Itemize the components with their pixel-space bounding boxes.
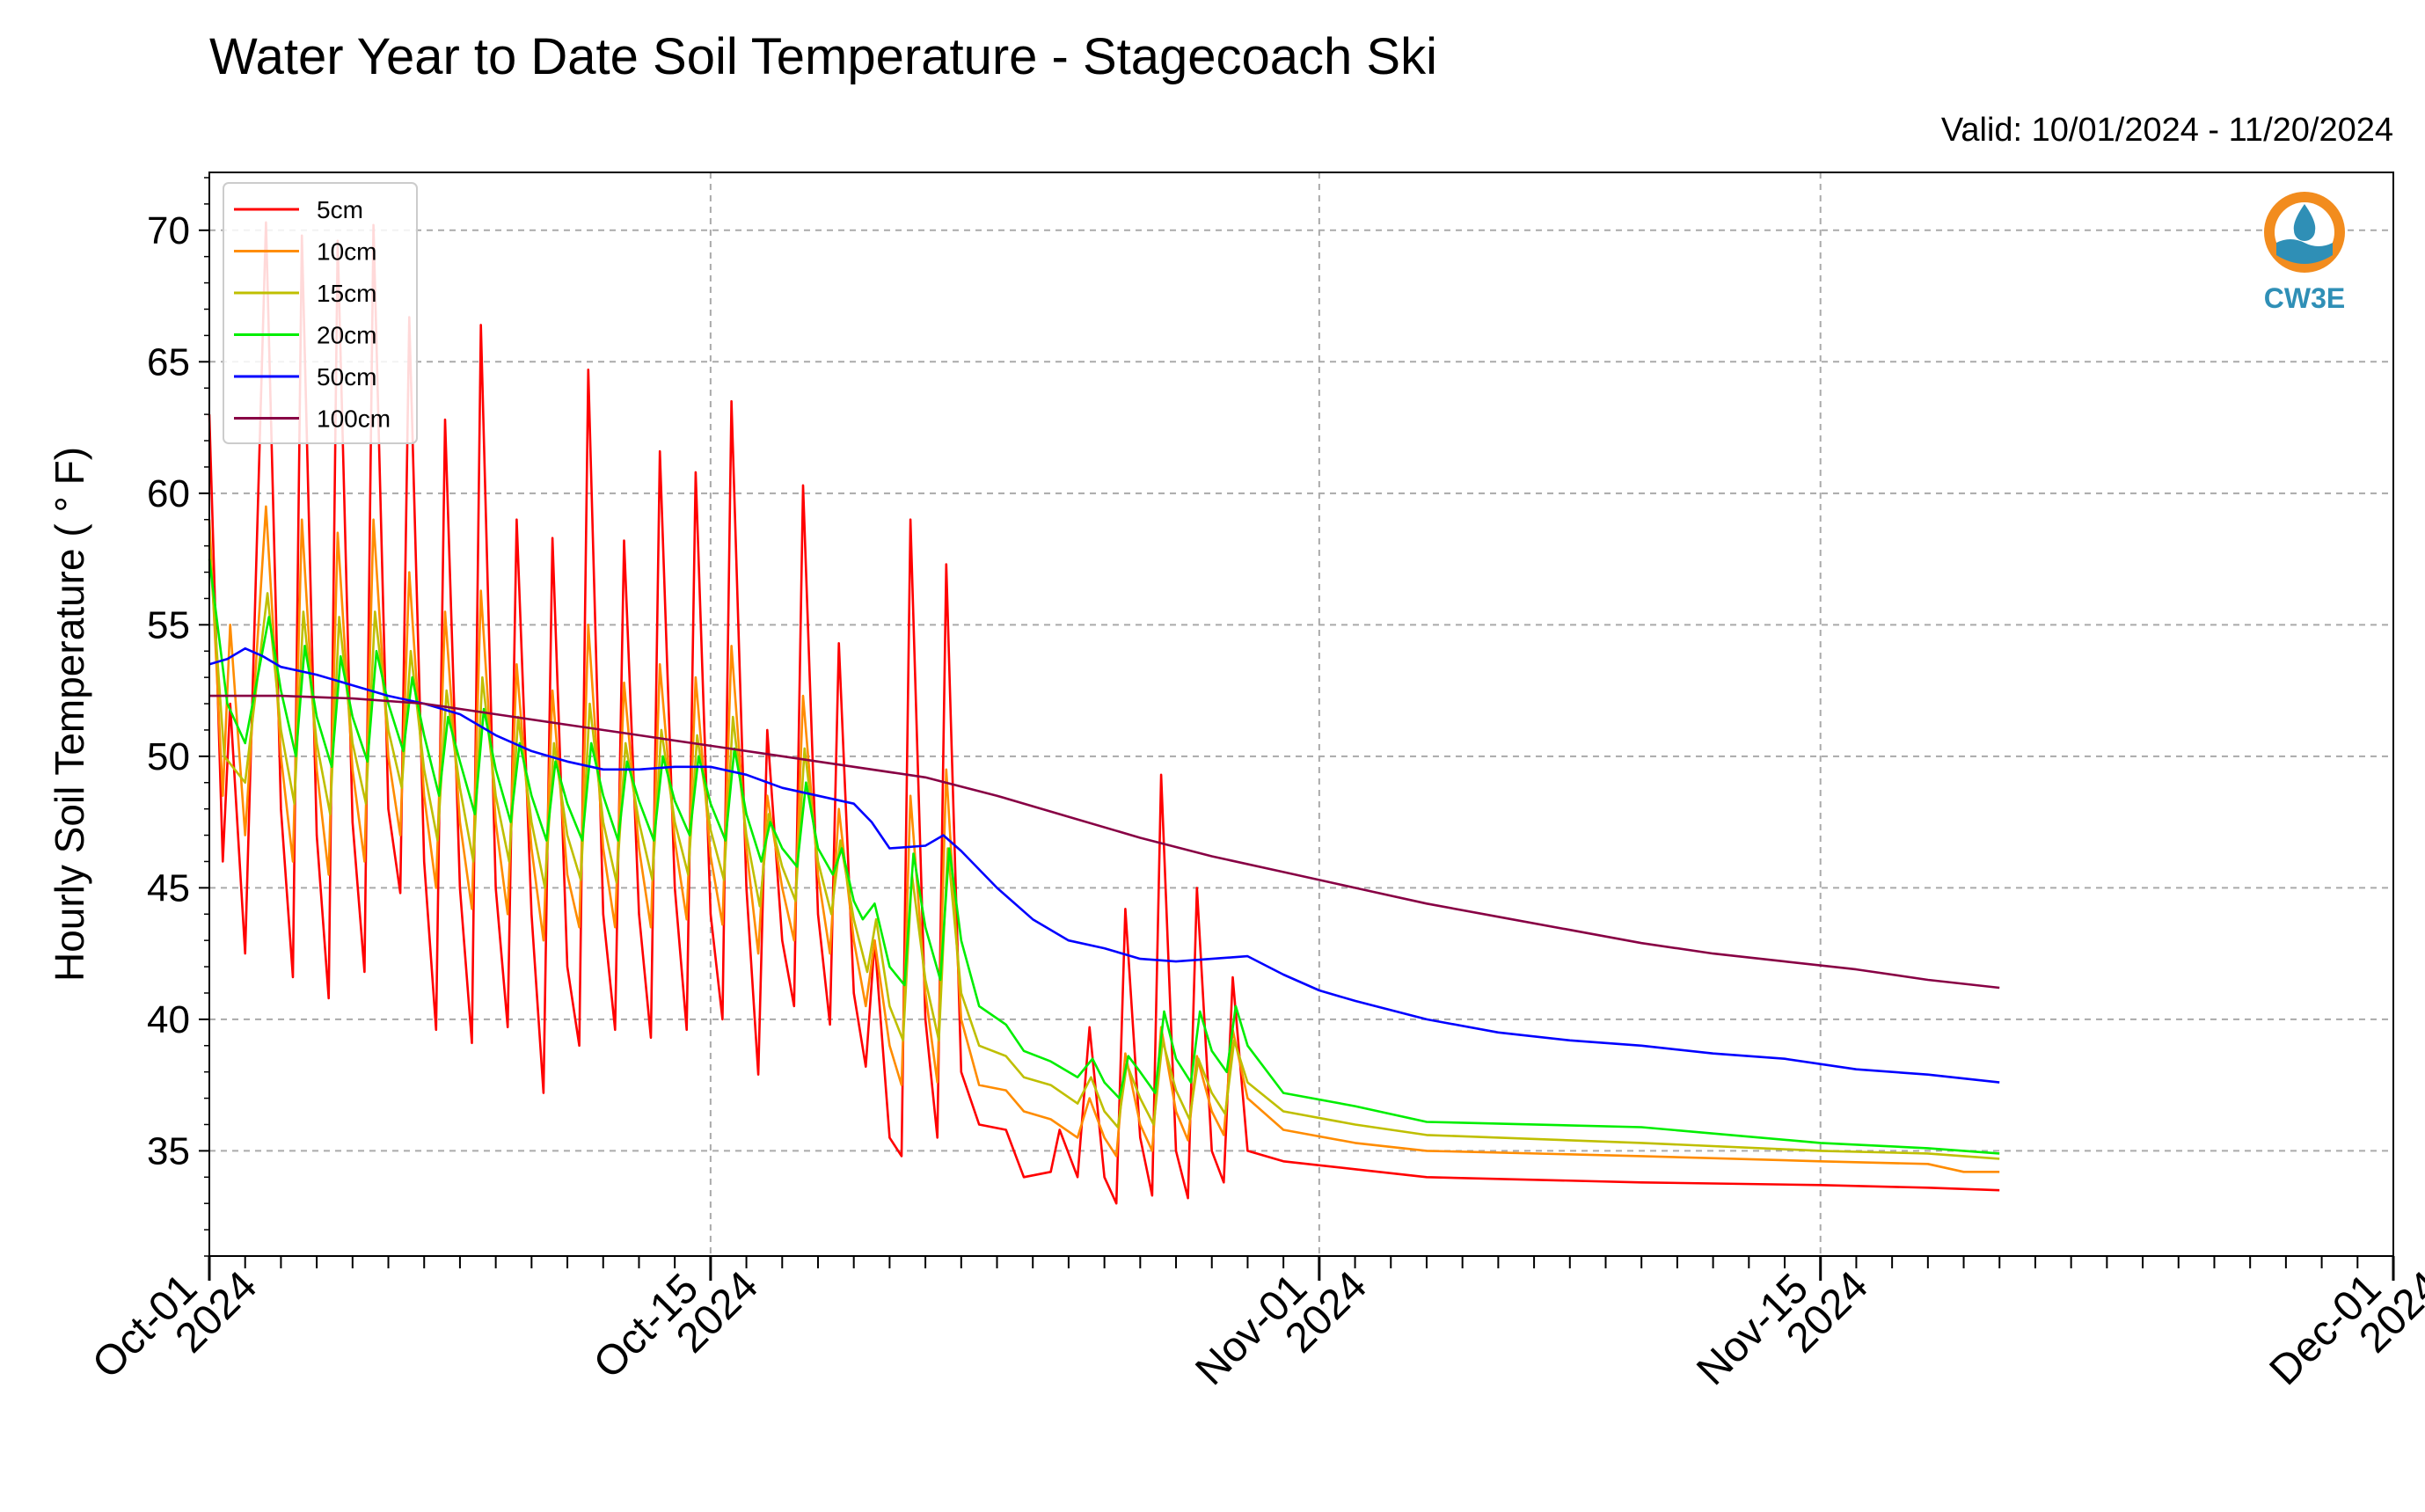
y-axis-label: Hourly Soil Temperature ( ° F)	[47, 447, 92, 982]
series-line-50cm	[208, 646, 2000, 1084]
legend-label-100cm: 100cm	[317, 405, 391, 433]
legend-label-10cm: 10cm	[317, 238, 376, 266]
chart-legend: 5cm 10cm 15cm 20cm 50cm 100cm	[223, 182, 418, 444]
series-line-100cm	[209, 694, 2000, 990]
y-tick-label-40: 40	[147, 998, 190, 1041]
y-tick-label-65: 65	[147, 340, 190, 383]
plot-area-frame	[208, 172, 2394, 1257]
valid-date-range: Valid: 10/01/2024 - 11/20/2024	[1941, 112, 2393, 149]
y-tick-label-70: 70	[147, 209, 190, 252]
logo-text: CW3E	[2264, 282, 2345, 314]
grid-lines	[208, 172, 2394, 1256]
cw3e-logo: CW3E	[2264, 192, 2345, 314]
y-tick-label-50: 50	[147, 735, 190, 778]
series-lines	[208, 221, 2000, 1205]
y-axis-ticks: 35 40 45 50 55 60 65 70	[147, 177, 209, 1257]
y-tick-label-35: 35	[147, 1129, 190, 1172]
legend-label-50cm: 50cm	[317, 363, 376, 391]
series-line-20cm	[208, 559, 2000, 1155]
y-tick-label-45: 45	[147, 866, 190, 909]
legend-box	[223, 182, 418, 444]
logo-drop-icon	[2293, 204, 2316, 241]
chart-title: Water Year to Date Soil Temperature - St…	[209, 28, 1437, 85]
y-tick-label-55: 55	[147, 603, 190, 646]
legend-label-5cm: 5cm	[317, 196, 363, 223]
y-tick-label-60: 60	[147, 472, 190, 515]
legend-label-20cm: 20cm	[317, 322, 376, 349]
legend-label-15cm: 15cm	[317, 280, 376, 307]
logo-wave-icon	[2276, 239, 2333, 264]
